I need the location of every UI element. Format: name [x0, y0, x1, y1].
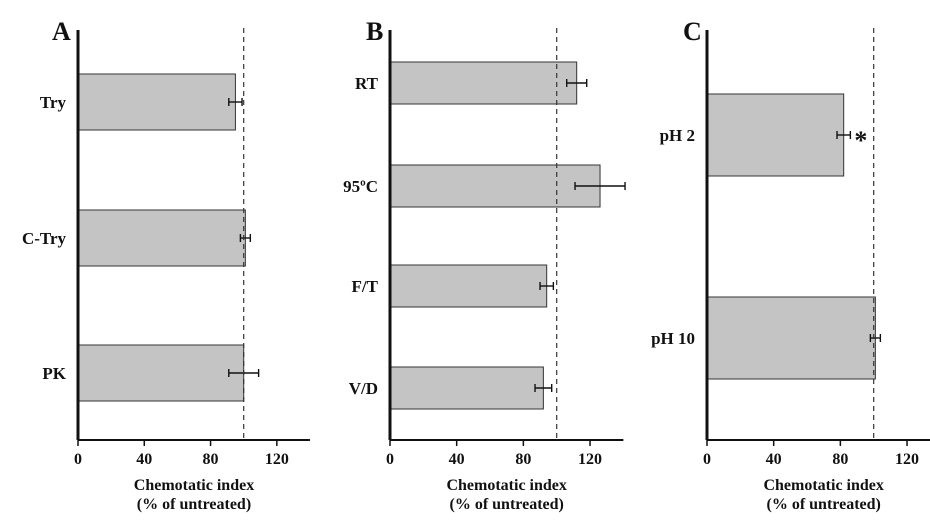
panel-c: CpH 2 * pH 10 0 40 80 120 Chemotatic index (% of… [651, 17, 930, 513]
category-label: pH 2 [660, 126, 695, 145]
x-tick-label: 80 [515, 451, 531, 468]
panel-a: A Try C-Try PK 0 40 80 120 Chemotatic index (% of… [22, 17, 310, 513]
category-label: pH 10 [651, 329, 695, 348]
bar [706, 296, 876, 380]
bar [77, 209, 246, 267]
x-tick-label: 0 [74, 451, 82, 468]
bar [389, 164, 601, 208]
x-tick-label: 0 [386, 451, 394, 468]
bar [77, 73, 236, 131]
x-tick-label: 40 [766, 451, 782, 468]
x-axis-label-units: (% of untreated) [137, 496, 251, 513]
x-tick-label: 80 [203, 451, 219, 468]
x-axis-label: Chemotatic index [446, 477, 566, 494]
x-axis-label: Chemotatic index [763, 477, 883, 494]
category-label: 95ºC [343, 177, 378, 196]
category-label: F/T [352, 277, 379, 296]
bar [389, 264, 548, 308]
category-label: RT [355, 74, 379, 93]
x-axis-label-units: (% of untreated) [450, 496, 564, 513]
panel-letter: A [52, 17, 71, 46]
x-axis-label-units: (% of untreated) [767, 496, 881, 513]
x-axis-label: Chemotatic index [134, 477, 254, 494]
x-tick-label: 80 [832, 451, 848, 468]
bar [706, 93, 845, 177]
x-tick-label: 0 [703, 451, 711, 468]
category-label: Try [40, 93, 67, 112]
category-label: PK [42, 364, 66, 383]
category-label: C-Try [22, 229, 67, 248]
bar [77, 344, 245, 402]
bar [389, 61, 578, 105]
panel-letter: B [366, 17, 383, 46]
x-tick-label: 120 [265, 451, 289, 468]
category-label: V/D [349, 379, 378, 398]
x-tick-label: 40 [449, 451, 465, 468]
bar [389, 366, 544, 410]
x-tick-label: 120 [895, 451, 919, 468]
significance-marker: * [854, 126, 867, 155]
x-tick-label: 120 [578, 451, 602, 468]
x-tick-label: 40 [136, 451, 152, 468]
panel-b: B RT 95ºC F/T V/D 0 40 80 120 Chemotatic index (% … [343, 17, 626, 513]
panel-letter: C [683, 17, 702, 46]
